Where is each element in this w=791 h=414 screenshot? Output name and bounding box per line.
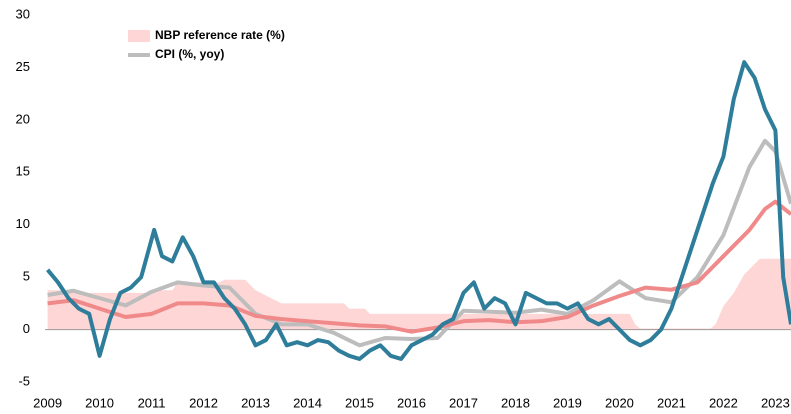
legend-swatch bbox=[128, 30, 150, 42]
x-tick-label: 2023 bbox=[761, 395, 790, 410]
x-tick-label: 2015 bbox=[345, 395, 374, 410]
x-tick-label: 2011 bbox=[138, 395, 166, 410]
line bbox=[47, 199, 791, 334]
x-tick-label: 2017 bbox=[449, 395, 478, 410]
y-tick-label: 15 bbox=[16, 164, 30, 179]
x-tick-label: 2013 bbox=[241, 395, 270, 410]
area bbox=[47, 258, 791, 330]
x-tick-label: 2018 bbox=[501, 395, 530, 410]
y-tick-label: 25 bbox=[16, 59, 30, 74]
x-tick-label: 2016 bbox=[397, 395, 426, 410]
x-tick-label: 2014 bbox=[293, 395, 322, 410]
legend-label: NBP reference rate (%) bbox=[155, 28, 285, 42]
y-tick-label: 5 bbox=[23, 269, 30, 284]
y-tick-label: 30 bbox=[16, 6, 30, 21]
x-tick-label: 2021 bbox=[657, 395, 686, 410]
x-tick-label: 2022 bbox=[709, 395, 738, 410]
y-tick-label: 0 bbox=[23, 321, 30, 336]
x-tick-label: 2009 bbox=[33, 395, 62, 410]
x-tick-label: 2010 bbox=[85, 395, 114, 410]
legend-label: CPI (%, yoy) bbox=[155, 47, 224, 61]
x-tick-label: 2012 bbox=[189, 395, 218, 410]
x-tick-label: 2020 bbox=[605, 395, 634, 410]
y-tick-label: 10 bbox=[16, 216, 30, 231]
line bbox=[47, 138, 791, 348]
y-tick-label: -5 bbox=[18, 373, 30, 388]
x-tick-label: 2019 bbox=[553, 395, 582, 410]
line bbox=[46, 60, 791, 361]
y-tick-label: 20 bbox=[16, 111, 30, 126]
